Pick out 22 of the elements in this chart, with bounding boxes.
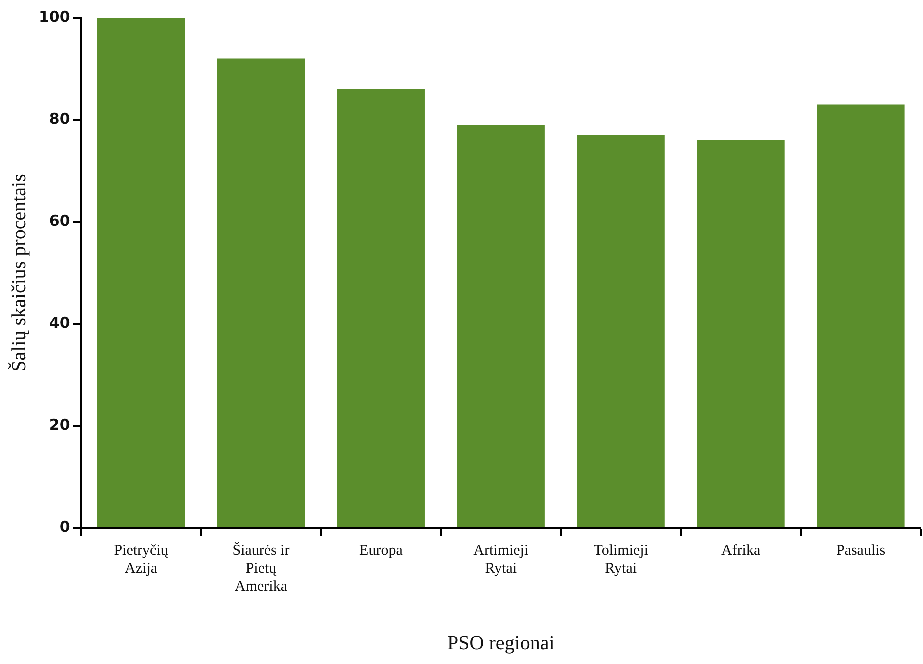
bar	[98, 18, 186, 528]
x-axis-title: PSO regionai	[448, 632, 556, 654]
y-tick-label: 0	[60, 518, 70, 536]
bar	[697, 140, 785, 528]
x-tick-label: Pietryčių Azija	[114, 542, 169, 577]
y-tick-label: 40	[49, 314, 70, 332]
bar	[217, 58, 306, 528]
x-tick-label: Afrika	[721, 542, 761, 559]
y-tick-label: 80	[49, 110, 70, 128]
bar	[457, 125, 545, 528]
y-tick-label: 20	[49, 416, 70, 434]
bar	[577, 135, 665, 528]
y-tick-label: 100	[39, 8, 70, 26]
x-tick-label: Artimieji Rytai	[474, 542, 529, 577]
x-tick-label: Šiaurės ir Pietų Amerika	[232, 542, 290, 595]
x-tick-label: Europa	[360, 542, 404, 559]
y-axis-title: Šalių skaičius procentais	[7, 174, 30, 372]
x-tick-label: Pasaulis	[836, 542, 886, 559]
bar	[337, 89, 425, 528]
y-tick-label: 60	[49, 212, 70, 230]
bar	[817, 104, 905, 528]
x-tick-label: Tolimieji Rytai	[594, 542, 648, 577]
